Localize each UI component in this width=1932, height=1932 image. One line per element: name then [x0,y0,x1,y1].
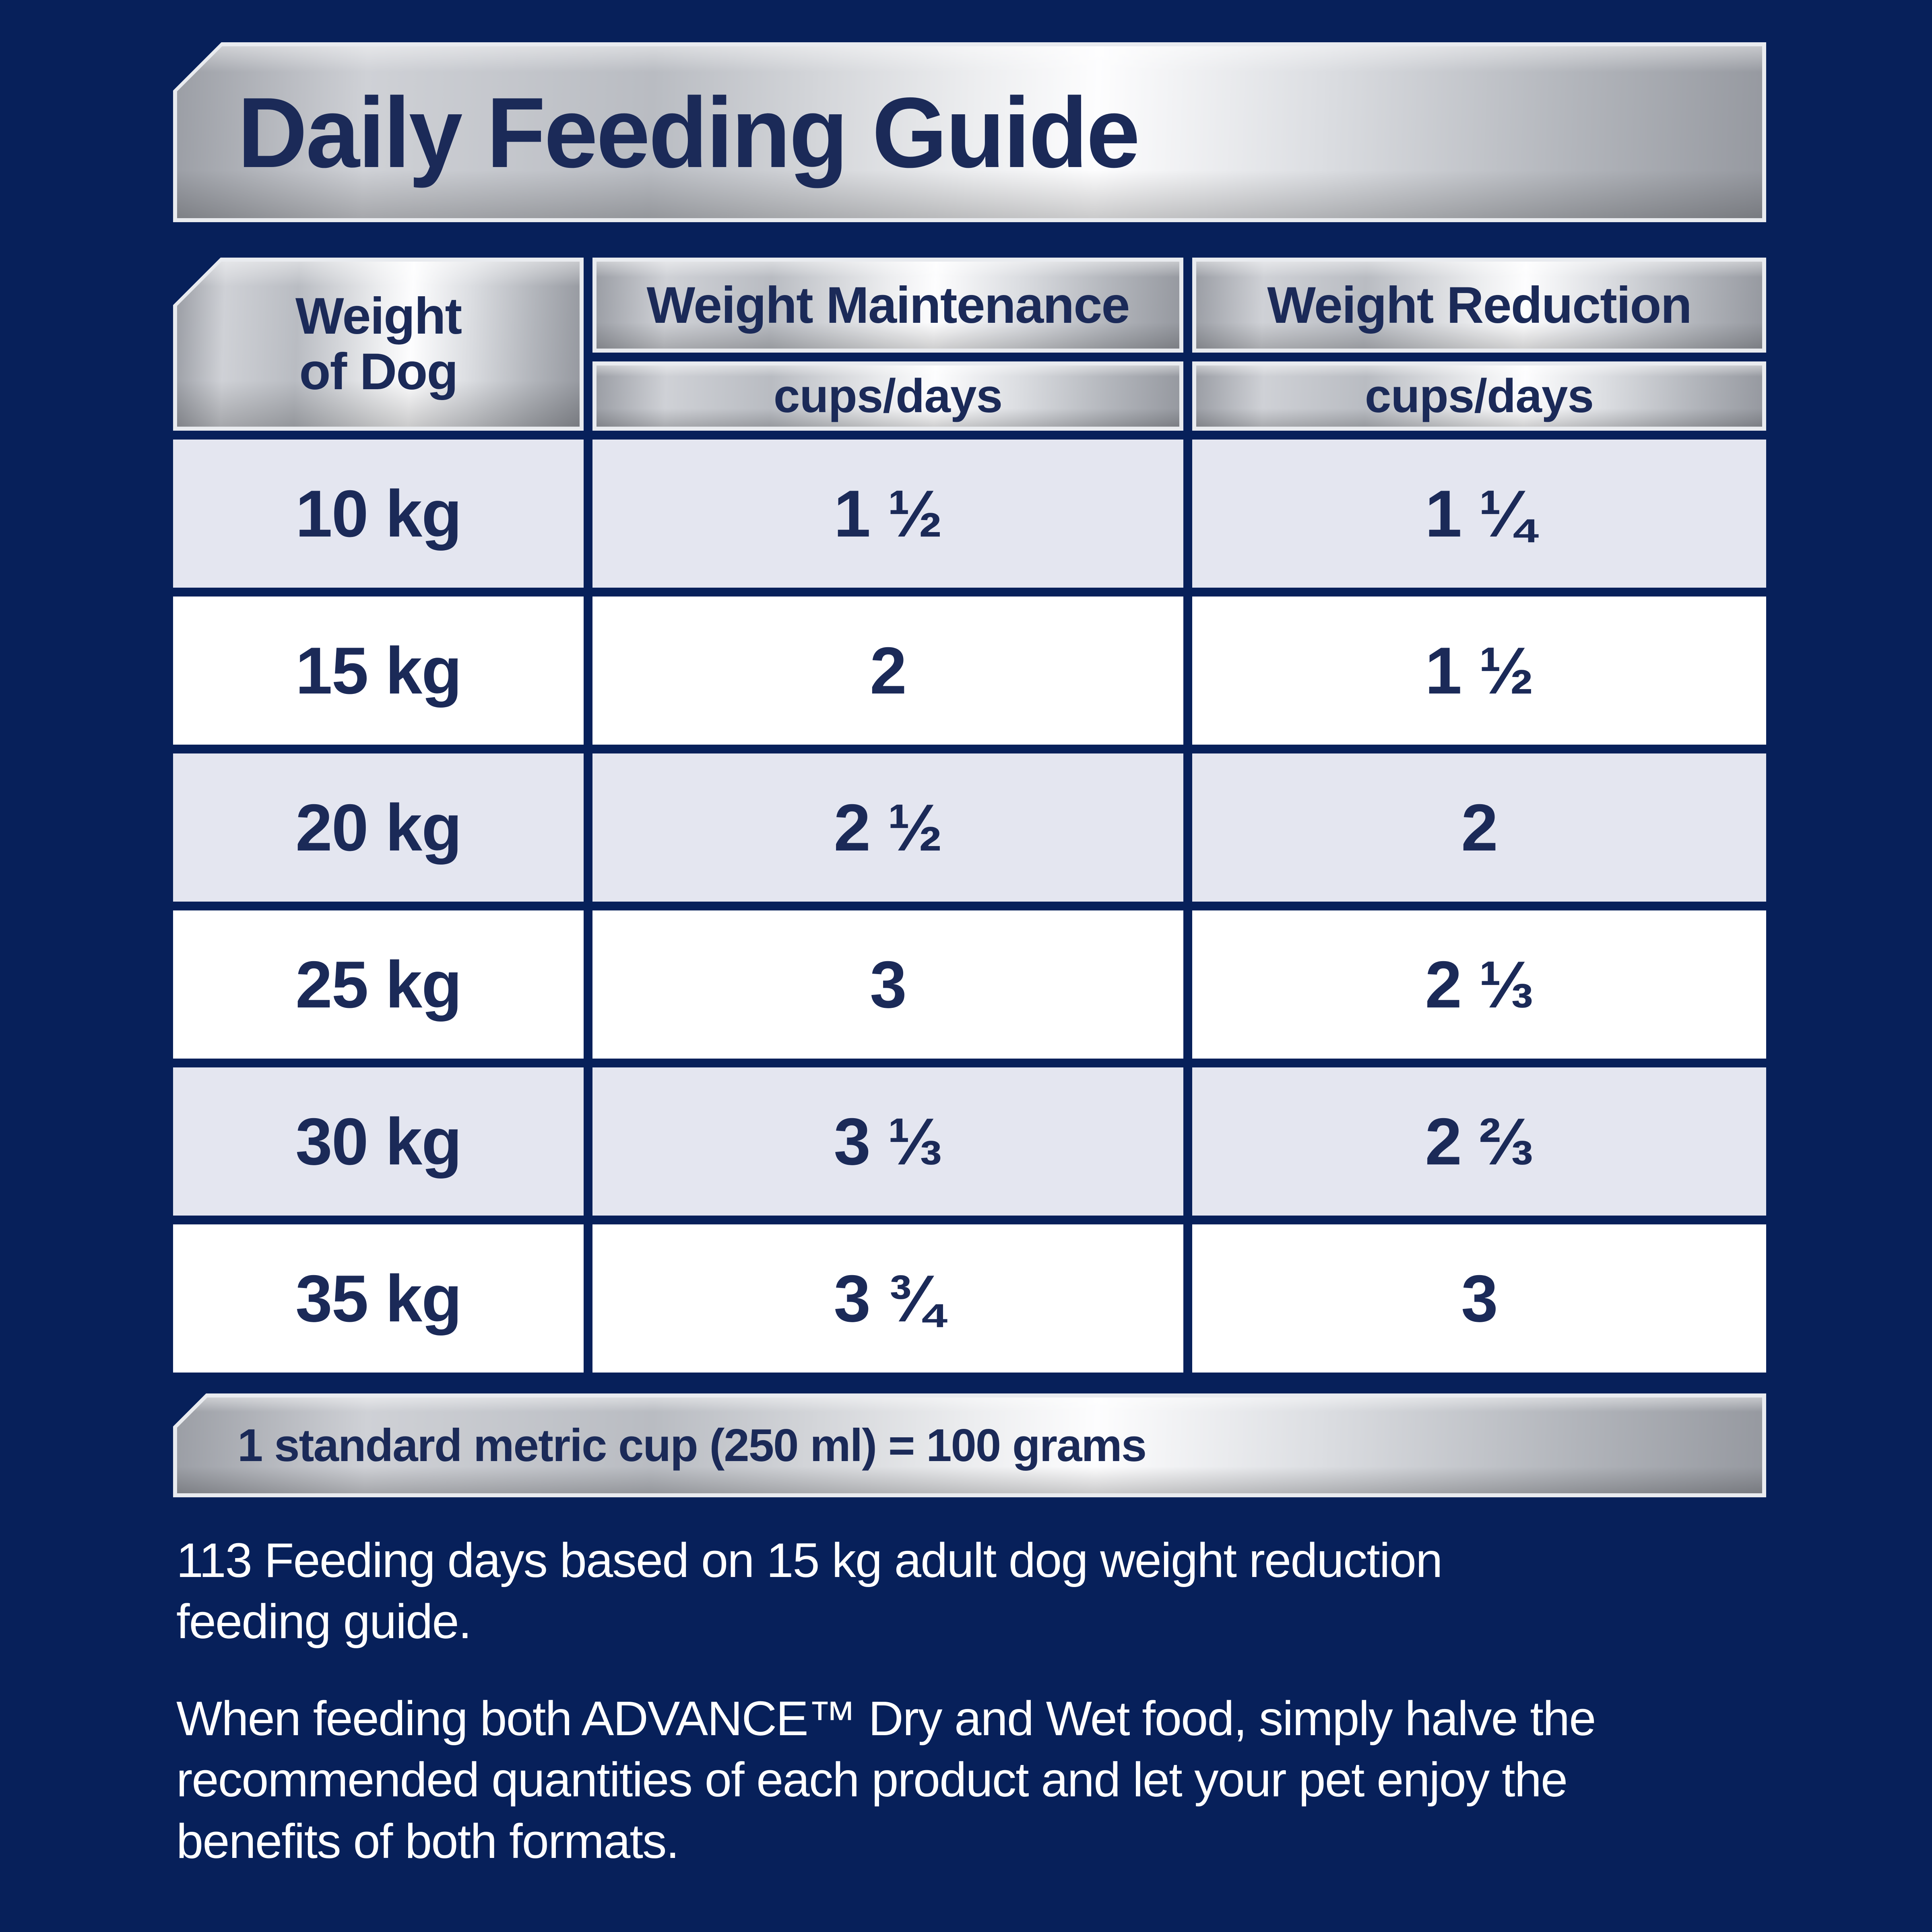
title-plate: Daily Feeding Guide [173,42,1766,222]
unit-label-reduction: cups/days [1192,361,1766,431]
cup-equivalence-text: 1 standard metric cup (250 ml) = 100 gra… [237,1420,1147,1471]
column-header-reduction-group: Weight Reduction cups/days [1192,258,1766,431]
weight-cell: 15 kg [173,597,584,745]
column-header-reduction: Weight Reduction [1192,258,1766,353]
weight-header-line1: Weight [295,287,462,345]
weight-cell: 35 kg [173,1224,584,1373]
page-title: Daily Feeding Guide [237,76,1140,188]
maintenance-cell: 2 [592,597,1183,745]
reduction-cell: 1 ¼ [1192,440,1766,588]
cup-equivalence-plate: 1 standard metric cup (250 ml) = 100 gra… [173,1393,1766,1497]
table-row: 35 kg 3 ¾ 3 [173,1224,1766,1373]
weight-cell: 25 kg [173,910,584,1059]
weight-cell: 20 kg [173,753,584,902]
cup-plate-face: 1 standard metric cup (250 ml) = 100 gra… [177,1397,1762,1493]
reduction-cell: 2 ⅔ [1192,1067,1766,1216]
unit-label-maintenance: cups/days [592,361,1183,431]
reduction-cell: 2 [1192,753,1766,902]
table-row: 30 kg 3 ⅓ 2 ⅔ [173,1067,1766,1216]
column-header-weight: Weight of Dog [173,258,584,431]
reduction-cell: 2 ⅓ [1192,910,1766,1059]
weight-cell: 30 kg [173,1067,584,1216]
table-row: 15 kg 2 1 ½ [173,597,1766,745]
maintenance-cell: 3 ¾ [592,1224,1183,1373]
maintenance-cell: 2 ½ [592,753,1183,902]
title-plate-face: Daily Feeding Guide [177,46,1762,218]
footnotes: 113 Feeding days based on 15 kg adult do… [176,1530,1597,1907]
table-row: 10 kg 1 ½ 1 ¼ [173,440,1766,588]
feeding-days-note: 113 Feeding days based on 15 kg adult do… [176,1533,1443,1649]
weight-header-face: Weight of Dog [177,262,580,427]
feeding-table: Weight of Dog Weight Maintenance cups/da… [173,258,1766,1373]
table-header-row: Weight of Dog Weight Maintenance cups/da… [173,258,1766,431]
column-header-maintenance: Weight Maintenance [592,258,1183,353]
weight-header-line2: of Dog [299,343,458,400]
maintenance-cell: 3 ⅓ [592,1067,1183,1216]
maintenance-cell: 3 [592,910,1183,1059]
mixed-feeding-note: When feeding both ADVANCE™ Dry and Wet f… [176,1690,1596,1868]
table-row: 25 kg 3 2 ⅓ [173,910,1766,1059]
table-row: 20 kg 2 ½ 2 [173,753,1766,902]
reduction-cell: 1 ½ [1192,597,1766,745]
weight-cell: 10 kg [173,440,584,588]
maintenance-cell: 1 ½ [592,440,1183,588]
reduction-cell: 3 [1192,1224,1766,1373]
column-header-maintenance-group: Weight Maintenance cups/days [592,258,1183,431]
